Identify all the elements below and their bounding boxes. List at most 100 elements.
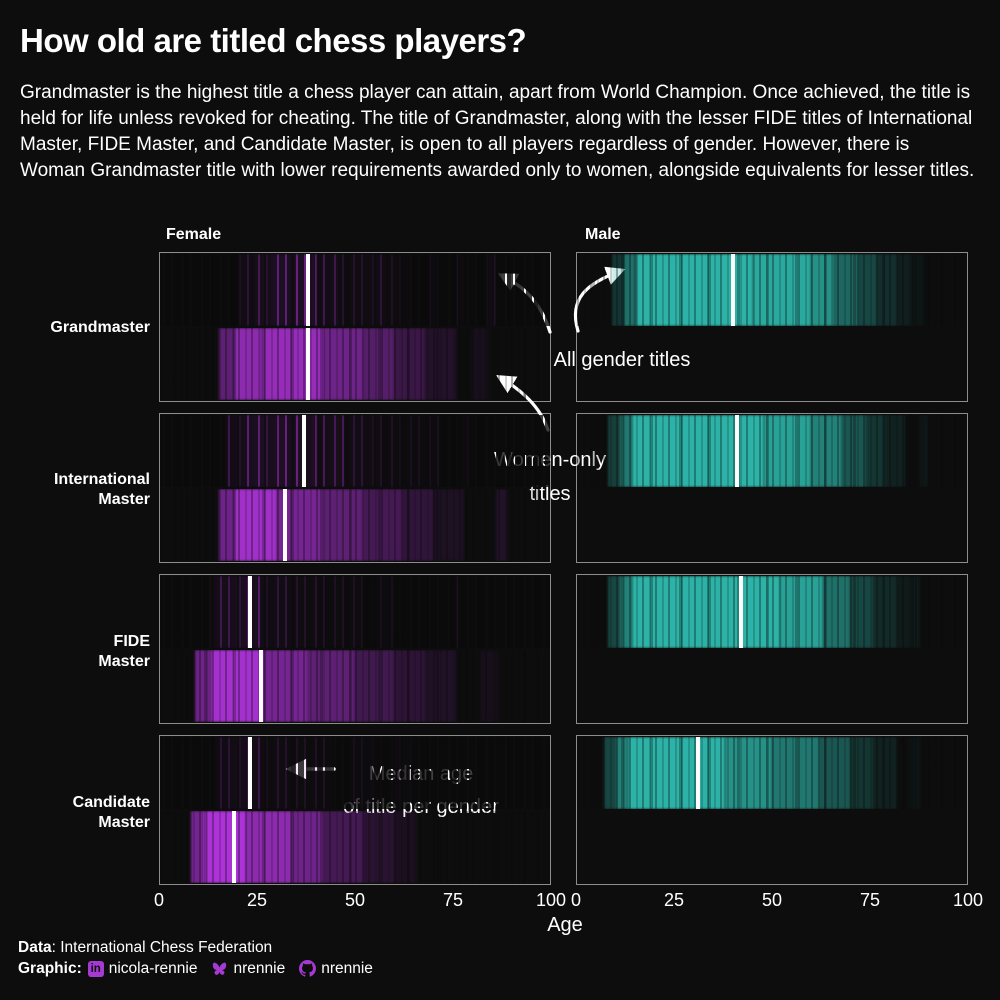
- density-band: [896, 576, 921, 649]
- density-band: [873, 576, 897, 649]
- data-source-value: : International Chess Federation: [51, 939, 273, 956]
- density-band: [896, 254, 913, 327]
- density-band: [627, 737, 726, 810]
- panel-international-master-female: [159, 413, 551, 563]
- panel-fide-master-female: [159, 574, 551, 724]
- bluesky-handle: nrennie: [233, 960, 286, 977]
- density-band: [234, 488, 277, 561]
- density-band: [487, 254, 496, 327]
- column-header-female: Female: [166, 226, 222, 243]
- x-axis-tick: 75: [442, 890, 464, 910]
- graphic-label: Graphic:: [18, 960, 82, 977]
- density-band: [261, 327, 324, 400]
- density-band: [394, 649, 426, 722]
- density-band: [269, 254, 293, 327]
- x-axis-title: Age: [547, 914, 583, 936]
- median-age-line: [282, 488, 287, 561]
- x-axis-male: 0 25 50 75 100: [571, 890, 983, 912]
- density-band: [401, 488, 433, 561]
- density-band: [452, 576, 461, 649]
- density-band: [316, 415, 348, 488]
- x-axis-tick: 75: [859, 890, 881, 910]
- density-band: [292, 576, 324, 649]
- density-band: [323, 576, 363, 649]
- density-band: [378, 415, 410, 488]
- density-band: [472, 327, 488, 400]
- density-band: [308, 649, 355, 722]
- data-source-label: Data: [18, 939, 52, 956]
- panel-grandmaster-female: [159, 252, 551, 402]
- density-band: [362, 254, 387, 327]
- row-label-line: Grandmaster: [50, 319, 150, 336]
- linkedin-credit[interactable]: in nicola-rennie: [87, 959, 198, 978]
- x-axis-tick: 50: [344, 890, 366, 910]
- density-band: [374, 576, 394, 649]
- density-strip-all-gender-titles: [160, 415, 550, 488]
- density-band: [752, 254, 811, 327]
- density-band: [764, 415, 811, 488]
- median-age-line: [306, 327, 311, 400]
- x-axis-tick: 50: [761, 890, 783, 910]
- density-band: [234, 327, 262, 400]
- panel-grandmaster-male: [576, 252, 968, 402]
- butterfly-icon: [213, 962, 227, 975]
- density-strip-women-only-titles: [160, 649, 550, 722]
- density-band: [355, 649, 394, 722]
- density-band: [210, 649, 266, 722]
- density-band: [218, 327, 235, 400]
- median-age-line: [259, 649, 264, 722]
- density-band: [811, 415, 843, 488]
- density-strip-all-gender-titles: [577, 576, 967, 649]
- annotation-median-line1: Median age: [368, 763, 474, 785]
- density-band: [865, 415, 886, 488]
- density-band: [631, 415, 765, 488]
- median-age-line: [734, 415, 739, 488]
- bluesky-credit[interactable]: nrennie: [211, 959, 285, 978]
- density-band: [277, 415, 316, 488]
- density-band: [912, 254, 925, 327]
- density-band: [495, 488, 508, 561]
- density-band: [323, 488, 363, 561]
- density-band: [818, 737, 850, 810]
- density-band: [362, 810, 394, 883]
- annotation-women-only-titles: Women-only titles: [494, 443, 606, 511]
- density-band: [195, 649, 211, 722]
- density-band: [394, 810, 418, 883]
- linkedin-handle: nicola-rennie: [108, 960, 198, 977]
- density-band: [631, 576, 780, 649]
- x-axis-tick: 100: [952, 890, 984, 910]
- panel-international-master-male: [576, 413, 968, 563]
- row-label-line: Master: [98, 652, 150, 670]
- annotation-all-gender-titles: All gender titles: [553, 349, 691, 371]
- density-band: [292, 254, 316, 327]
- density-band: [885, 415, 905, 488]
- panel-fide-master-male: [576, 574, 968, 724]
- density-band: [191, 810, 203, 883]
- density-band: [850, 576, 874, 649]
- annotation-women-only-line2: titles: [529, 483, 571, 505]
- density-band: [772, 737, 819, 810]
- density-band: [214, 737, 231, 810]
- density-band: [604, 737, 616, 810]
- density-strip-women-only-titles: [160, 810, 550, 883]
- graphic-credits: Graphic: in nicola-rennie nrennie nrenni…: [18, 959, 387, 978]
- row-label-grandmaster: Grandmaster: [0, 318, 150, 338]
- median-age-line: [731, 254, 735, 327]
- density-band: [261, 737, 293, 810]
- density-band: [623, 254, 636, 327]
- density-band: [292, 737, 332, 810]
- github-credit[interactable]: nrennie: [299, 959, 373, 978]
- row-label-international-master: International Master: [0, 470, 150, 509]
- linkedin-icon: in: [87, 960, 104, 977]
- x-axis-tick: 100: [535, 890, 567, 910]
- density-band: [245, 415, 277, 488]
- density-band: [834, 254, 858, 327]
- density-band: [394, 737, 410, 810]
- footer: Data: International Chess Federation Gra…: [18, 938, 387, 978]
- density-band: [316, 254, 340, 327]
- density-band: [202, 810, 246, 883]
- density-band: [612, 254, 624, 327]
- density-band: [253, 254, 270, 327]
- density-band: [857, 254, 878, 327]
- density-band: [425, 327, 457, 400]
